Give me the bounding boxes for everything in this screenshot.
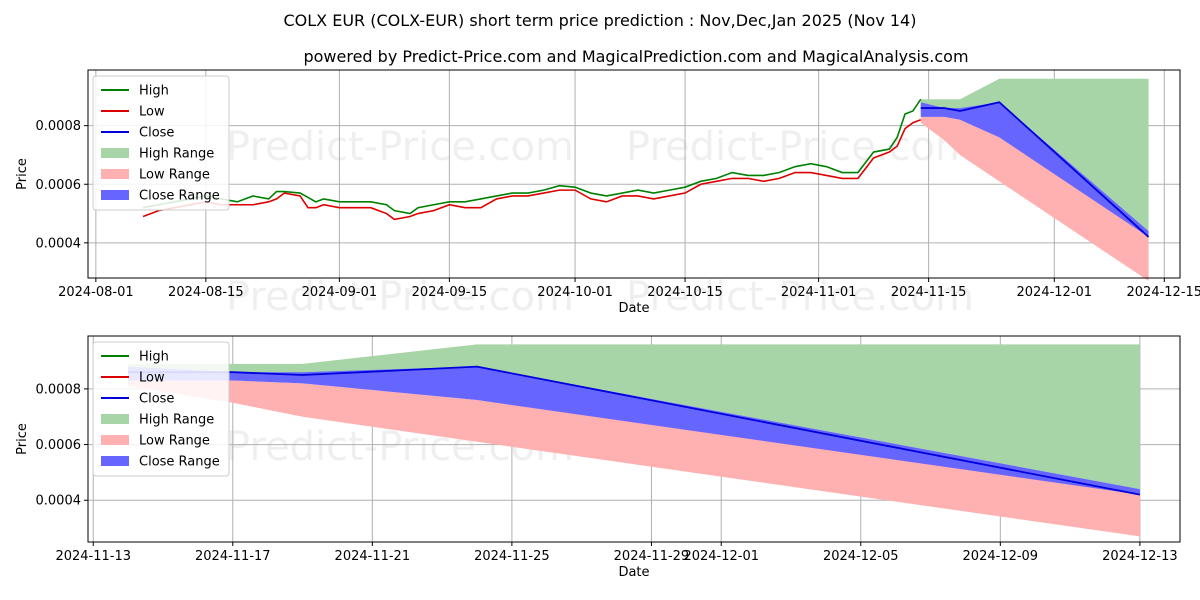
x-tick-label: 2024-11-17 (195, 549, 271, 564)
legend-label: High (139, 350, 169, 365)
x-tick-label: 2024-11-21 (335, 549, 411, 564)
legend-label: Low (139, 105, 165, 120)
legend-swatch-low-range (101, 169, 129, 179)
y-tick-label: 0.0008 (36, 119, 82, 134)
low-series-line (142, 119, 922, 221)
high-range-area (128, 344, 1140, 490)
legend-swatch-low-range (101, 435, 129, 445)
x-tick-label: 2024-12-01 (1017, 285, 1093, 300)
top-chart-panel: 2024-08-01 2024-08-15 2024-09-01 2024-09-15… (15, 69, 1200, 316)
high-range-area (920, 78, 1149, 232)
plot-frame (87, 69, 1181, 279)
x-tick-label: 2024-12-01 (683, 549, 759, 564)
legend-label: Close Range (139, 455, 220, 470)
legend-label: Close (139, 126, 174, 141)
x-tick-label: 2024-11-25 (474, 549, 550, 564)
plot-frame (87, 335, 1181, 543)
close-range-area (920, 102, 1149, 237)
legend-label: High Range (139, 413, 214, 428)
legend-label: Close Range (139, 189, 220, 204)
x-tick-label: 2024-11-13 (55, 549, 131, 564)
x-tick-label: 2024-09-15 (412, 285, 488, 300)
legend-swatch-close-range (101, 456, 129, 466)
y-tick-label: 0.0004 (36, 236, 82, 251)
chart-title: COLX EUR (COLX-EUR) short term price pre… (284, 11, 917, 30)
legend-label: Close (139, 392, 174, 407)
y-tick-label: 0.0008 (36, 382, 82, 397)
y-axis-label: Price (15, 158, 30, 190)
high-series-line (142, 98, 922, 215)
x-tick-label: 2024-12-15 (1127, 285, 1200, 300)
y-tick-label: 0.0006 (36, 438, 82, 453)
watermark: Predict-Price.com (226, 124, 574, 170)
legend-label: High (139, 84, 169, 99)
legend-label: Low Range (139, 168, 210, 183)
chart-subtitle: powered by Predict-Price.com and Magical… (303, 47, 968, 66)
x-tick-label: 2024-09-01 (302, 285, 378, 300)
x-tick-label: 2024-11-29 (614, 549, 690, 564)
x-axis-label: Date (618, 565, 649, 580)
x-axis-label: Date (618, 301, 649, 316)
low-range-area (128, 380, 1140, 537)
x-tick-label: 2024-08-15 (168, 285, 244, 300)
watermark: Predict-Price.com (226, 274, 574, 320)
legend-label: High Range (139, 147, 214, 162)
y-tick-label: 0.0004 (36, 494, 82, 509)
close-series-line (920, 101, 1150, 238)
x-tick-label: 2024-12-09 (963, 549, 1039, 564)
x-tick-label: 2024-11-15 (891, 285, 967, 300)
watermark: Predict-Price.com (626, 274, 974, 320)
x-tick-label: 2024-08-01 (58, 285, 134, 300)
x-tick-label: 2024-12-13 (1102, 549, 1178, 564)
x-tick-label: 2024-10-15 (647, 285, 723, 300)
watermark: Predict-Price.com (626, 124, 974, 170)
legend-swatch-high-range (101, 148, 129, 158)
bottom-chart-panel: 2024-11-13 2024-11-17 2024-11-21 2024-11-25… (15, 335, 1181, 580)
y-tick-label: 0.0006 (36, 178, 82, 193)
legend-swatch-close-range (101, 190, 129, 200)
y-axis-label: Price (15, 423, 30, 455)
legend-label: Low Range (139, 434, 210, 449)
x-tick-label: 2024-12-05 (823, 549, 899, 564)
x-tick-label: 2024-10-01 (537, 285, 613, 300)
legend-swatch-high-range (101, 414, 129, 424)
legend-label: Low (139, 371, 165, 386)
x-tick-label: 2024-11-01 (781, 285, 857, 300)
low-range-area (920, 116, 1149, 281)
